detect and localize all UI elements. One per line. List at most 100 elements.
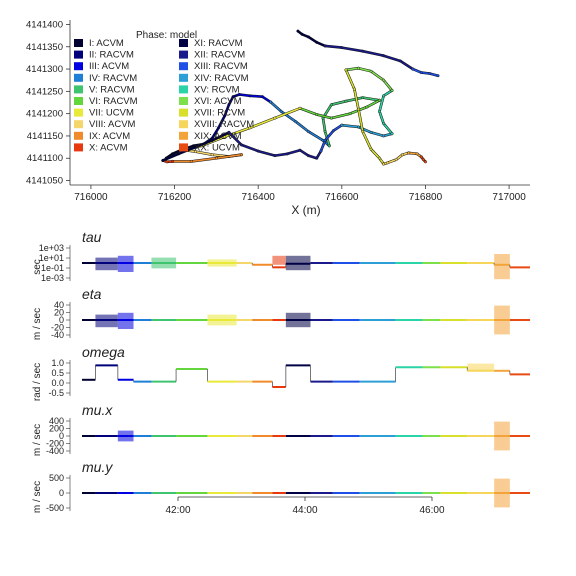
legend-entry: XVI: ACVM <box>194 96 242 107</box>
legend-swatch <box>179 97 188 105</box>
track-segment-phase-3-point <box>248 94 252 98</box>
legend-entry: XVIII: RACVM <box>194 119 254 130</box>
legend-entry: VI: RACVM <box>89 96 138 107</box>
track-loop-segment-3-point <box>436 74 440 78</box>
map-y-tick-label: 4141200 <box>26 109 63 120</box>
track-segment-phase-14-point <box>382 134 386 138</box>
panel-title: mu.x <box>82 402 113 418</box>
legend-entry: IX: ACVM <box>89 131 130 142</box>
map-y-tick-label: 4141250 <box>26 86 63 97</box>
legend-entry: XIII: RACVM <box>194 61 248 72</box>
track-segment-phase-11-point <box>177 152 181 156</box>
track-segment-phase-14 <box>341 124 393 137</box>
panel-y-tick-label: 1e-01 <box>41 263 64 273</box>
track-segment-phase-6-point <box>348 112 352 116</box>
legend-swatch <box>74 73 83 82</box>
legend-title: Phase: model <box>136 30 197 41</box>
confidence-band <box>467 363 495 371</box>
panel-y-unit: sec <box>32 259 43 275</box>
track-segment-phase-5-point <box>327 144 331 148</box>
panel-y-tick-label: -200 <box>46 439 64 449</box>
track-segment-phase-14-point <box>357 125 361 129</box>
track-loop-segment-2-point <box>382 54 386 58</box>
panel-y-tick-label: 1e+01 <box>39 253 64 263</box>
legend-swatch <box>179 143 188 152</box>
legend-swatch <box>74 39 83 47</box>
track-segment-phase-19 <box>408 152 422 158</box>
map-x-tick-label: 717000 <box>492 192 526 203</box>
track-segment-phase-4-point <box>306 129 310 133</box>
track-segment-phase-7-point <box>298 106 302 110</box>
panel-y-tick-label: 20 <box>54 308 64 318</box>
track-segment-phase-2-point <box>223 114 227 118</box>
track-segment-phase-20-point <box>424 160 428 164</box>
panel-mu-y: mu.y m / sec 500 0 -500 <box>32 459 530 513</box>
panel-y-tick-label: 1e+03 <box>39 243 64 253</box>
panel-omega: omega rad / sec 1.00.50.0-0.5 <box>32 344 530 401</box>
track-loop-segment-1-point <box>306 35 310 39</box>
legend-entry: XX: UCVM <box>194 142 240 153</box>
legend-entry: III: ACVM <box>89 61 129 72</box>
track-segment-phase-11-point <box>210 138 214 142</box>
panel-y-tick-label: 0 <box>59 431 64 441</box>
track-segment-phase-9-point <box>189 159 193 163</box>
track-segment-phase-18-point <box>386 161 390 165</box>
track-loop-segment-3-point <box>411 67 415 71</box>
panel-title: omega <box>82 344 125 360</box>
track-segment-phase-6-point <box>365 105 369 109</box>
track-loop-segment-1-point <box>296 29 300 33</box>
track-segment-phase-18-point <box>382 162 386 166</box>
panel-title: eta <box>82 286 102 302</box>
map-x-axis-label: X (m) <box>291 203 320 217</box>
track-segment-phase-15 <box>378 89 393 135</box>
track-segment-phase-13-point <box>323 138 327 142</box>
track-segment-phase-4-point <box>269 100 273 104</box>
legend-swatch <box>74 97 83 105</box>
legend-swatch <box>74 85 83 94</box>
map-x-tick-label: 716200 <box>158 192 192 203</box>
legend-entry: XIX: ACVM <box>194 131 242 142</box>
map-x-tick-label: 716800 <box>409 192 443 203</box>
track-segment-phase-6-point <box>378 98 382 102</box>
track-segment-phase-12-point <box>306 154 310 158</box>
legend-entry: XI: RACVM <box>194 38 243 49</box>
track-segment-phase-12-point <box>298 148 302 152</box>
track-loop-segment-2-outline <box>324 44 414 71</box>
panel-y-tick-label: -0.5 <box>48 388 64 398</box>
legend-swatch <box>179 131 188 140</box>
panel-y-tick-label: -500 <box>46 503 64 513</box>
track-segment-phase-14-point <box>340 123 344 127</box>
map-y-tick-label: 4141300 <box>26 64 63 75</box>
track-segment-phase-19-point <box>407 151 411 155</box>
track-segment-phase-5-point <box>344 99 348 103</box>
track-segment-phase-15-point <box>382 94 386 98</box>
legend-entry: XVII: RCVM <box>194 108 245 119</box>
track-segment-phase-3-point <box>260 95 264 99</box>
track-segment-phase-13 <box>320 124 343 152</box>
legend-entry: IV: RACVM <box>89 73 137 84</box>
track-segment-phase-12-point <box>227 130 231 134</box>
track-segment-phase-9-point <box>214 156 218 160</box>
legend-entry: I: ACVM <box>89 38 124 49</box>
track-segment-phase-12-point <box>315 156 319 160</box>
track-segment-phase-4-point <box>279 109 283 113</box>
map-y-tick-label: 4141150 <box>27 131 63 142</box>
legend-entry: XIV: RACVM <box>194 73 249 84</box>
time-axis-tick-label: 44:00 <box>292 505 317 516</box>
track-segment-phase-15-point <box>378 109 382 113</box>
panel-y-tick-label: 0.0 <box>51 378 64 388</box>
track-loop-segment-2-point <box>361 49 365 53</box>
legend-entry: V: RACVM <box>89 84 135 95</box>
legend-swatch <box>179 62 188 71</box>
track-segment-phase-13-point <box>332 129 336 133</box>
track-segment-phase-19-point <box>415 152 419 156</box>
track-segment-phase-16-point <box>369 69 373 73</box>
track-segment-phase-6-point <box>315 112 319 116</box>
track-segment-phase-2-point <box>216 126 220 130</box>
legend-swatch <box>179 85 188 94</box>
panel-y-tick-label: -400 <box>46 446 64 456</box>
track-segment-phase-7-point <box>273 116 277 120</box>
panel-y-tick-label: 400 <box>49 416 64 426</box>
